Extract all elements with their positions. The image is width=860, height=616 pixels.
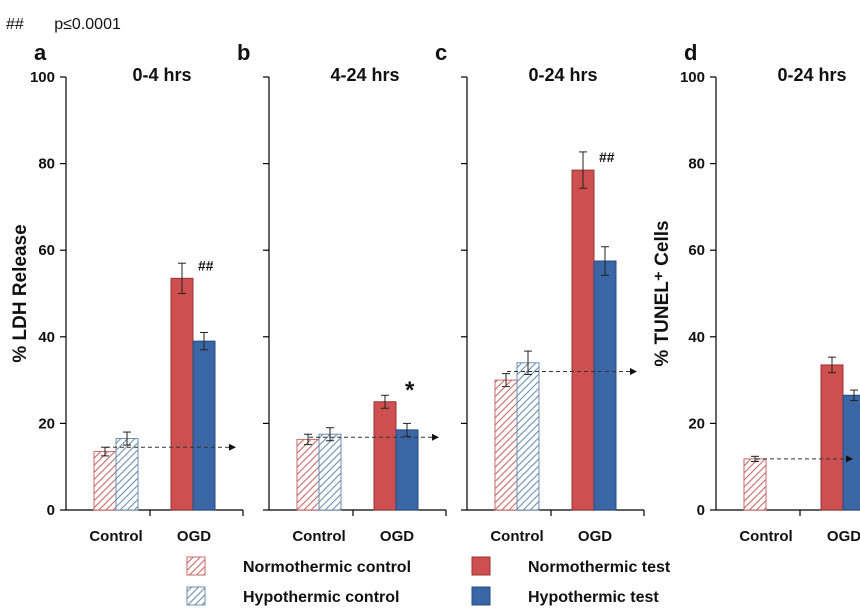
x-category-label: OGD [380, 528, 414, 545]
x-category-label: Control [739, 528, 792, 545]
y-axis-title: % TUNEL⁺ Cells [652, 220, 673, 366]
y-tick-label: 20 [38, 415, 55, 432]
x-category-label: Control [89, 528, 142, 545]
significance-marker: ## [599, 149, 615, 165]
panel-d: d 0-24 hrs 0 20 40 60 80 100 Control OGD % TUNEL⁺ … [652, 40, 860, 545]
y-tick-label: 0 [697, 502, 705, 519]
legend-swatch [186, 586, 206, 606]
y-tick-label: 20 [688, 415, 705, 432]
legend-label: Hypothermic control [243, 589, 399, 606]
y-tick-label: 40 [38, 329, 55, 346]
y-tick-label: 40 [688, 329, 705, 346]
bar [296, 438, 320, 511]
bar [516, 362, 540, 511]
legend-label: Normothermic control [243, 559, 411, 576]
x-category-label: Control [292, 528, 345, 545]
bar [494, 379, 518, 511]
panel-title: 0-24 hrs [528, 65, 597, 85]
x-category-label: Control [490, 528, 543, 545]
bar [820, 364, 844, 511]
chart-panels: a 0-4 hrs 0 20 40 60 80 100 Control OGD % LDH Rele… [10, 40, 860, 545]
bar [842, 394, 860, 511]
panel-b: b 4-24 hrs Control OGD * [237, 40, 447, 545]
x-category-label: OGD [177, 528, 211, 545]
legend-label: Normothermic test [528, 559, 671, 576]
significance-symbol: ## [6, 16, 24, 33]
legend-swatch [186, 556, 206, 576]
bar [743, 458, 767, 511]
legend-item: Normothermic control [186, 556, 411, 576]
significance-marker: * [405, 377, 415, 404]
y-tick-label: 80 [38, 156, 55, 173]
y-tick-label: 60 [688, 242, 705, 259]
y-tick-label: 80 [688, 156, 705, 173]
bar [593, 260, 617, 511]
panel-letter: b [237, 40, 250, 65]
bar [192, 340, 216, 511]
y-tick-label: 0 [47, 502, 55, 519]
panel-letter: d [684, 40, 697, 65]
bar [395, 429, 419, 511]
x-category-label: OGD [578, 528, 612, 545]
x-category-label: OGD [827, 528, 860, 545]
panel-letter: c [435, 40, 447, 65]
bar [571, 169, 595, 511]
bar [115, 438, 139, 511]
bar [318, 433, 342, 511]
panel-title: 0-24 hrs [777, 65, 846, 85]
panel-letter: a [34, 40, 47, 65]
legend-label: Hypothermic test [528, 589, 659, 606]
panel-title: 0-4 hrs [132, 65, 191, 85]
legend-swatch [471, 556, 491, 576]
panel-c: c 0-24 hrs Control OGD ## [435, 40, 645, 545]
bar [93, 451, 117, 511]
legend-item: Normothermic test [471, 556, 671, 576]
legend-item: Hypothermic test [471, 586, 659, 606]
legend-item: Hypothermic control [186, 586, 399, 606]
significance-annotation: ## p≤0.0001 [6, 16, 121, 34]
significance-text: p≤0.0001 [54, 16, 121, 33]
y-axis-title: % LDH Release [10, 224, 31, 362]
panel-a: a 0-4 hrs 0 20 40 60 80 100 Control OGD % LDH Rele… [10, 40, 244, 545]
y-tick-label: 100 [680, 69, 705, 86]
bar [373, 401, 397, 511]
bar [170, 277, 194, 511]
legend-swatch [471, 586, 491, 606]
y-tick-label: 100 [30, 69, 55, 86]
panel-title: 4-24 hrs [330, 65, 399, 85]
y-tick-label: 60 [38, 242, 55, 259]
legend: Normothermic control Normothermic test Hyp… [186, 556, 671, 606]
significance-marker: ## [198, 257, 214, 273]
